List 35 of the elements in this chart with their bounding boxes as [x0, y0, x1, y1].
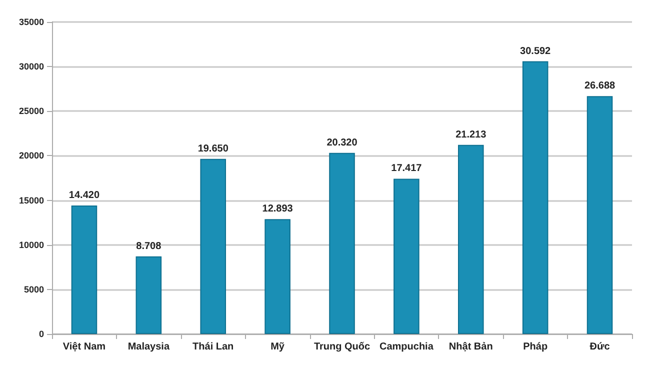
x-tick-label: Campuchia	[379, 342, 434, 352]
y-tick-label: 5000	[24, 284, 44, 294]
bar	[136, 256, 162, 334]
data-label: 17.417	[391, 163, 422, 174]
data-label: 12.893	[262, 204, 294, 215]
x-tick-label: Trung Quốc	[314, 342, 370, 352]
x-tick-label: Nhật Bản	[448, 342, 493, 352]
x-tick-label: Malaysia	[128, 342, 170, 352]
y-tick-label: 15000	[18, 195, 44, 206]
x-tick-label: Thái Lan	[192, 342, 234, 352]
bar	[200, 158, 226, 334]
y-tick-label: 0	[38, 329, 44, 339]
bar	[329, 152, 355, 334]
x-tick-label: Mỹ	[270, 342, 285, 352]
bar	[71, 205, 98, 334]
y-tick-label: 30000	[18, 62, 44, 72]
bar	[522, 61, 548, 334]
bar	[264, 219, 290, 334]
data-label: 8.708	[136, 240, 162, 252]
data-label: 20.320	[326, 137, 358, 148]
x-tick-label: Pháp	[523, 342, 548, 352]
y-tick-label: 10000	[18, 240, 44, 250]
bar	[586, 96, 613, 334]
data-label: 19.650	[198, 143, 229, 154]
data-label: 14.420	[68, 190, 100, 201]
x-tick-label: Đức	[590, 342, 610, 352]
y-tick-label: 20000	[18, 150, 44, 161]
bar	[458, 144, 484, 334]
y-tick-label: 35000	[18, 17, 44, 27]
y-tick-label: 25000	[18, 106, 44, 116]
bar	[394, 178, 420, 334]
x-tick-label: Việt Nam	[62, 342, 106, 352]
data-label: 21.213	[456, 129, 487, 140]
data-label: 30.592	[520, 46, 552, 57]
data-label: 26.688	[584, 80, 616, 92]
